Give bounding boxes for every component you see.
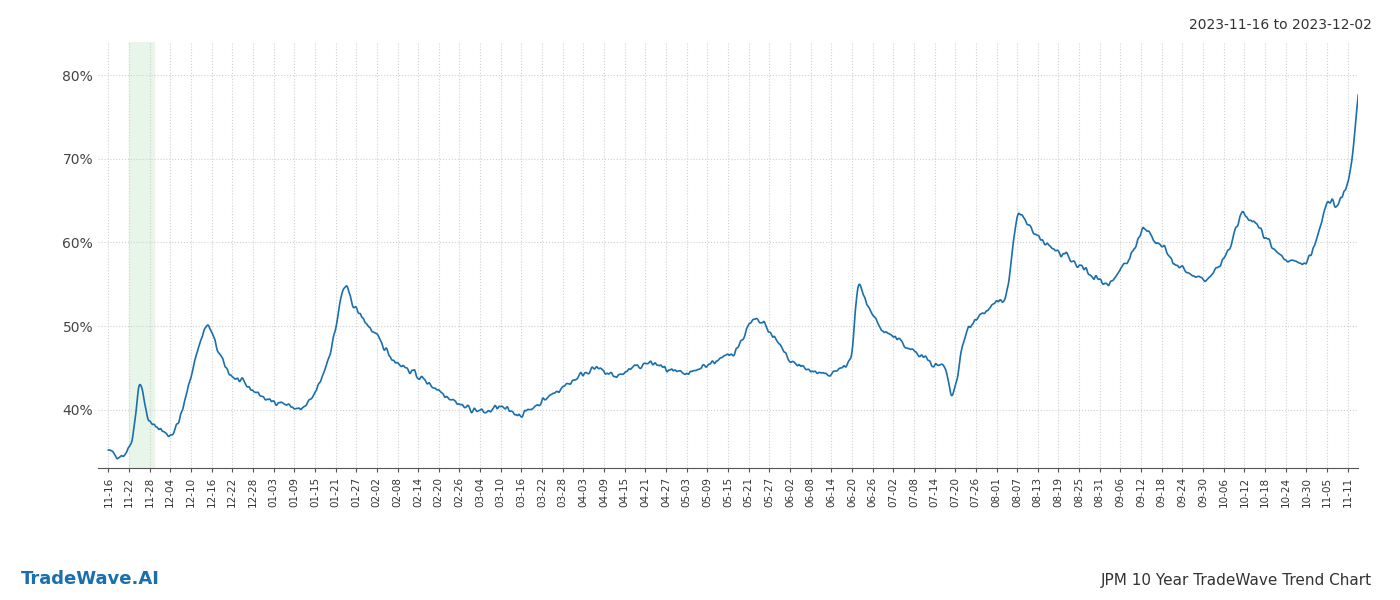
Text: 2023-11-16 to 2023-12-02: 2023-11-16 to 2023-12-02 [1189, 18, 1372, 32]
Bar [129, 42, 154, 468]
Text: TradeWave.AI: TradeWave.AI [21, 570, 160, 588]
Text: JPM 10 Year TradeWave Trend Chart: JPM 10 Year TradeWave Trend Chart [1100, 573, 1372, 588]
